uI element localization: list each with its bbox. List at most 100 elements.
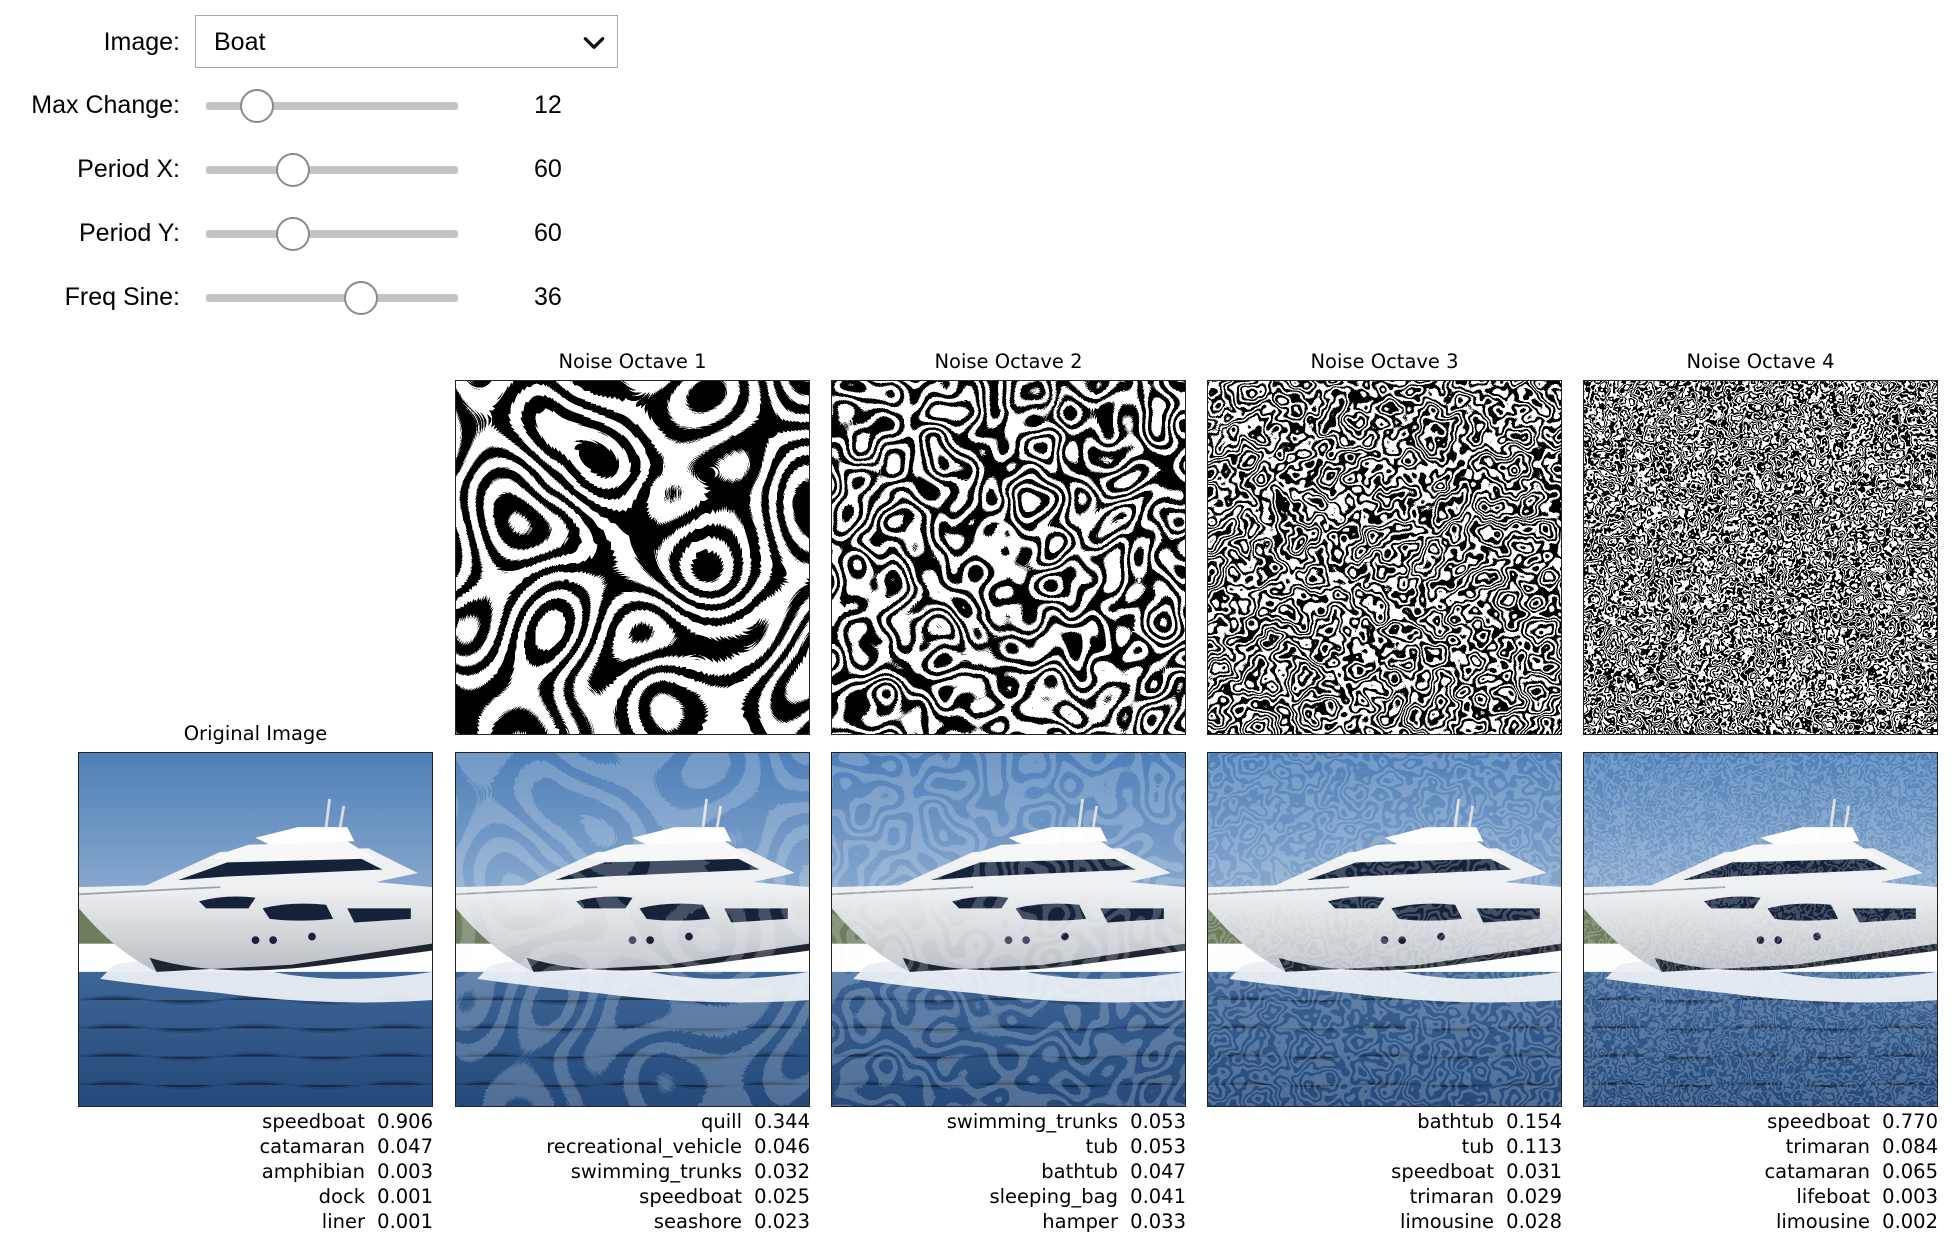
image-dropdown-value: Boat	[214, 27, 265, 57]
prediction-row: liner 0.001	[78, 1209, 433, 1234]
prediction-row: speedboat 0.906	[78, 1109, 433, 1134]
boat-photo-icon	[456, 753, 809, 1106]
original-image-title: Original Image	[78, 722, 433, 746]
prediction-score: 0.041	[1128, 1184, 1186, 1209]
prediction-label: catamaran	[1764, 1159, 1870, 1184]
max-change-slider[interactable]	[206, 88, 458, 124]
prediction-label: speedboat	[1767, 1109, 1870, 1134]
prediction-score: 0.033	[1128, 1209, 1186, 1234]
prediction-label: dock	[319, 1184, 365, 1209]
noise-octave-3-title: Noise Octave 3	[1207, 350, 1562, 374]
noise-octave-1-image	[455, 380, 810, 735]
slider-thumb[interactable]	[240, 89, 274, 123]
freq-sine-slider[interactable]	[206, 280, 458, 316]
slider-track	[206, 294, 458, 302]
prediction-row: limousine 0.002	[1583, 1209, 1938, 1234]
prediction-row: seashore 0.023	[455, 1209, 810, 1234]
noise-octave-2-image	[831, 380, 1186, 735]
prediction-label: tub	[1462, 1134, 1494, 1159]
prediction-label: swimming_trunks	[947, 1109, 1118, 1134]
prediction-row: tub 0.113	[1207, 1134, 1562, 1159]
prediction-score: 0.023	[752, 1209, 810, 1234]
prediction-label: quill	[701, 1109, 742, 1134]
prediction-row: lifeboat 0.003	[1583, 1184, 1938, 1209]
noise-octave-1-title: Noise Octave 1	[455, 350, 810, 374]
prediction-score: 0.053	[1128, 1109, 1186, 1134]
noise-octave-4-title: Noise Octave 4	[1583, 350, 1938, 374]
freq-sine-label: Freq Sine:	[10, 282, 180, 312]
slider-track	[206, 166, 458, 174]
period-x-value: 60	[534, 154, 562, 184]
prediction-score: 0.906	[375, 1109, 433, 1134]
prediction-label: tub	[1086, 1134, 1118, 1159]
predictions-octave-2: swimming_trunks 0.053 tub 0.053 bathtub 0.047…	[831, 1109, 1186, 1234]
noise-octave-3-image	[1207, 380, 1562, 735]
prediction-score: 0.047	[1128, 1159, 1186, 1184]
prediction-label: bathtub	[1041, 1159, 1118, 1184]
prediction-row: recreational_vehicle 0.046	[455, 1134, 810, 1159]
prediction-score: 0.025	[752, 1184, 810, 1209]
prediction-row: swimming_trunks 0.032	[455, 1159, 810, 1184]
prediction-row: sleeping_bag 0.041	[831, 1184, 1186, 1209]
slider-track	[206, 230, 458, 238]
prediction-row: speedboat 0.770	[1583, 1109, 1938, 1134]
prediction-label: bathtub	[1417, 1109, 1494, 1134]
predictions-original: speedboat 0.906 catamaran 0.047 amphibian 0.0…	[78, 1109, 433, 1234]
prediction-row: quill 0.344	[455, 1109, 810, 1134]
prediction-label: lifeboat	[1796, 1184, 1870, 1209]
slider-thumb[interactable]	[276, 217, 310, 251]
prediction-label: speedboat	[1391, 1159, 1494, 1184]
prediction-score: 0.113	[1504, 1134, 1562, 1159]
prediction-label: amphibian	[262, 1159, 365, 1184]
prediction-row: dock 0.001	[78, 1184, 433, 1209]
prediction-label: trimaran	[1410, 1184, 1494, 1209]
prediction-score: 0.002	[1880, 1209, 1938, 1234]
prediction-score: 0.065	[1880, 1159, 1938, 1184]
prediction-score: 0.028	[1504, 1209, 1562, 1234]
prediction-row: tub 0.053	[831, 1134, 1186, 1159]
noise-octave-2-title: Noise Octave 2	[831, 350, 1186, 374]
image-dropdown[interactable]: Boat	[195, 15, 618, 68]
predictions-octave-1: quill 0.344 recreational_vehicle 0.046 swimm…	[455, 1109, 810, 1234]
predictions-octave-4: speedboat 0.770 trimaran 0.084 catamaran 0.06…	[1583, 1109, 1938, 1234]
slider-thumb[interactable]	[276, 153, 310, 187]
prediction-score: 0.053	[1128, 1134, 1186, 1159]
prediction-row: trimaran 0.084	[1583, 1134, 1938, 1159]
prediction-row: amphibian 0.003	[78, 1159, 433, 1184]
chevron-down-icon	[581, 30, 607, 56]
prediction-score: 0.029	[1504, 1184, 1562, 1209]
slider-thumb[interactable]	[344, 281, 378, 315]
prediction-label: swimming_trunks	[571, 1159, 742, 1184]
max-change-label: Max Change:	[10, 90, 180, 120]
noise-pattern-icon	[1584, 381, 1937, 734]
prediction-label: limousine	[1776, 1209, 1870, 1234]
max-change-value: 12	[534, 90, 562, 120]
prediction-row: trimaran 0.029	[1207, 1184, 1562, 1209]
period-x-label: Period X:	[10, 154, 180, 184]
predictions-octave-3: bathtub 0.154 tub 0.113 speedboat 0.031 trimar…	[1207, 1109, 1562, 1234]
prediction-row: limousine 0.028	[1207, 1209, 1562, 1234]
period-x-slider[interactable]	[206, 152, 458, 188]
prediction-label: limousine	[1400, 1209, 1494, 1234]
prediction-label: sleeping_bag	[989, 1184, 1118, 1209]
period-y-slider[interactable]	[206, 216, 458, 252]
prediction-label: recreational_vehicle	[546, 1134, 742, 1159]
perturbed-boat-image-3	[1207, 752, 1562, 1107]
perturbed-boat-image-2	[831, 752, 1186, 1107]
prediction-label: catamaran	[259, 1134, 365, 1159]
freq-sine-value: 36	[534, 282, 562, 312]
prediction-score: 0.046	[752, 1134, 810, 1159]
prediction-score: 0.001	[375, 1209, 433, 1234]
prediction-score: 0.344	[752, 1109, 810, 1134]
period-y-value: 60	[534, 218, 562, 248]
prediction-score: 0.001	[375, 1184, 433, 1209]
prediction-label: liner	[322, 1209, 365, 1234]
image-label: Image:	[10, 27, 180, 57]
prediction-score: 0.770	[1880, 1109, 1938, 1134]
noise-pattern-icon	[832, 381, 1185, 734]
noise-octave-4-image	[1583, 380, 1938, 735]
prediction-label: speedboat	[262, 1109, 365, 1134]
prediction-score: 0.031	[1504, 1159, 1562, 1184]
prediction-score: 0.047	[375, 1134, 433, 1159]
prediction-row: catamaran 0.065	[1583, 1159, 1938, 1184]
